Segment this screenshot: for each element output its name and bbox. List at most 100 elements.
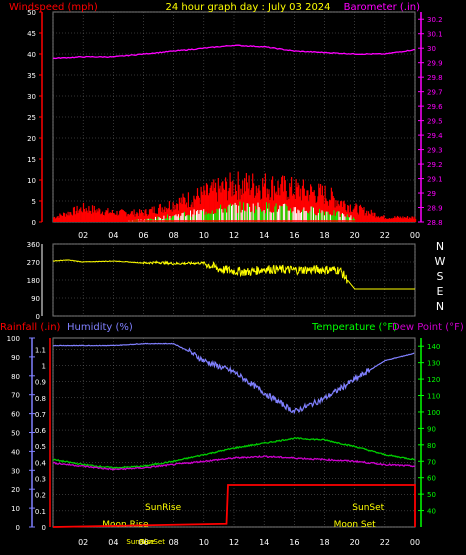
wind-gust-bar (217, 178, 219, 222)
wind-average-bar (249, 206, 251, 222)
wind-gust-bar (242, 180, 244, 222)
wind-gust-bar (118, 214, 120, 222)
wind-gust-bar (319, 187, 321, 222)
wind-gust-bar (145, 209, 147, 222)
wind-gust-bar (93, 206, 95, 222)
wind-gust-bar (348, 212, 351, 222)
wind-average-bar (303, 207, 305, 222)
wind-average-bar (231, 205, 232, 222)
wind-average-bar (228, 204, 230, 222)
wind-average-bar (299, 212, 301, 222)
wind-gust-bar (129, 213, 132, 222)
direction-y-tick: 360 (27, 241, 40, 249)
humidity-y-tick: 20 (11, 486, 20, 494)
wind-average-bar (171, 216, 173, 222)
humidity-y-tick: 70 (11, 392, 20, 400)
temperature-y-tick: 100 (427, 409, 440, 417)
wind-gust-bar (291, 195, 294, 222)
wind-average-bar (342, 213, 343, 222)
wind-gust-bar (304, 195, 306, 222)
wind-gust-bar (399, 216, 401, 222)
wind-gust-bar (156, 213, 158, 222)
wind-average-bar (187, 214, 189, 222)
wind-gust-bar (388, 218, 390, 222)
wind-gust-bar (369, 214, 371, 222)
wind-average-bar (302, 209, 304, 222)
temperature-y-tick: 40 (427, 508, 436, 516)
wind-gust-bar (181, 204, 183, 222)
wind-average-bar (293, 207, 295, 222)
wind-average-bar (284, 203, 286, 222)
wind-gust-bar (204, 190, 206, 222)
wind-y-tick: 25 (27, 114, 36, 122)
wind-average-bar (193, 209, 195, 222)
wind-gust-bar (333, 197, 335, 222)
wind-gust-bar (73, 206, 75, 222)
wind-gust-bar (334, 207, 336, 222)
baro-y-tick: 29 (427, 190, 436, 198)
wind-average-bar (240, 212, 242, 222)
humidity-line (52, 342, 415, 415)
wind-x-tick: 18 (319, 231, 329, 240)
wind-gust-bar (185, 204, 187, 222)
wind-gust-bar (151, 206, 153, 222)
wind-gust-bar (328, 205, 330, 222)
baro-y-tick: 30 (427, 45, 436, 53)
wind-gust-bar (331, 191, 333, 222)
wind-average-bar (218, 208, 220, 222)
wind-gust-bar (236, 199, 238, 222)
wind-gust-bar (107, 208, 109, 222)
temperature-line (52, 436, 416, 469)
wind-average-bar (204, 214, 206, 222)
wind-gust-bar (314, 195, 316, 222)
wind-gust-bar (380, 216, 382, 222)
wind-gust-bar (91, 205, 94, 222)
wind-average-bar (348, 217, 349, 222)
wind-gust-bar (269, 200, 271, 222)
wind-gust-bar (186, 202, 188, 222)
wind-average-bar (350, 215, 352, 222)
wind-gust-bar (91, 213, 93, 222)
wind-average-bar (176, 216, 178, 222)
baro-y-tick: 29.1 (427, 176, 443, 184)
wind-gust-bar (188, 207, 190, 222)
wind-average-bar (196, 211, 197, 222)
wind-y-tick: 40 (27, 51, 36, 59)
wind-average-bar (203, 209, 205, 222)
wind-average-bar (237, 213, 238, 222)
wind-gust-bar (244, 191, 247, 222)
wind-gust-bar (120, 209, 123, 222)
wind-gust-bar (114, 214, 116, 222)
wind-average-bar (155, 216, 156, 222)
wind-gust-bar (191, 202, 193, 222)
humidity-y-tick: 30 (11, 467, 20, 475)
baro-y-tick: 29.3 (427, 147, 443, 155)
wind-gust-bar (139, 213, 142, 222)
wind-gust-bar (392, 217, 394, 222)
wind-average-bar (200, 209, 202, 222)
wind-gust-bar (400, 217, 402, 222)
wind-gust-bar (139, 209, 141, 222)
wind-gust-bar (280, 184, 282, 222)
humidity-y-tick: 80 (11, 373, 20, 381)
wind-gust-bar (75, 211, 77, 222)
wind-gust-bar (161, 207, 163, 222)
wind-gust-bar (281, 177, 283, 222)
wind-gust-bar (374, 212, 376, 222)
baro-y-tick: 29.4 (427, 132, 443, 140)
wind-gust-bar (370, 209, 372, 222)
wind-gust-bar (117, 215, 119, 222)
wind-gust-bar (225, 181, 228, 222)
humidity-y-tick: 40 (11, 448, 20, 456)
wind-average-bar (313, 207, 314, 222)
wind-gust-bar (312, 192, 314, 222)
wind-gust-bar (112, 213, 114, 222)
wind-average-bar (159, 218, 161, 222)
wind-gust-bar (405, 217, 407, 222)
wind-gust-bar (301, 200, 303, 222)
wind-gust-bar (87, 212, 89, 222)
wind-gust-bar (309, 194, 311, 222)
wind-gust-bar (133, 209, 135, 222)
wind-gust-bar (361, 208, 363, 222)
